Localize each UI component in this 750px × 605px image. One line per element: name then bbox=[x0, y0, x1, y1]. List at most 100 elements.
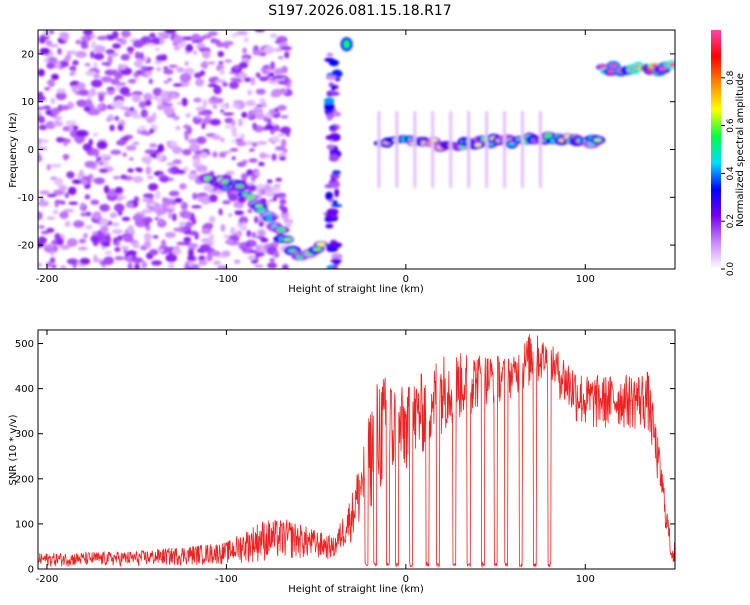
diffuse-noise-blob bbox=[38, 111, 42, 117]
diffuse-noise-blob bbox=[152, 235, 159, 239]
vertical-streak-blob bbox=[326, 208, 339, 216]
snr-xtick-label: -100 bbox=[215, 574, 238, 585]
diffuse-noise-blob bbox=[174, 197, 183, 204]
snr-ytick-label: 100 bbox=[15, 519, 34, 530]
diffuse-noise-blob bbox=[46, 227, 55, 233]
diffuse-noise-blob bbox=[208, 194, 218, 203]
diffuse-noise-blob bbox=[140, 130, 150, 136]
diffuse-noise-blob bbox=[38, 138, 45, 143]
diffuse-noise-blob bbox=[169, 92, 178, 98]
diffuse-noise-blob bbox=[127, 78, 137, 84]
vertical-streak-blob bbox=[331, 253, 343, 260]
colorbar-tick-label: 0.2 bbox=[726, 214, 736, 228]
vertical-streak-blob bbox=[326, 113, 334, 121]
colorbar-gradient bbox=[711, 30, 721, 269]
diffuse-noise-blob bbox=[252, 106, 260, 115]
diffuse-noise-blob bbox=[109, 212, 118, 219]
diffuse-noise-blob bbox=[50, 97, 56, 105]
diffuse-noise-blob bbox=[58, 185, 68, 192]
diffuse-noise-blob bbox=[59, 264, 67, 269]
diffuse-noise-blob bbox=[201, 227, 212, 235]
diffuse-noise-blob bbox=[55, 91, 67, 101]
diffuse-noise-blob bbox=[285, 221, 292, 228]
diffuse-noise-blob bbox=[93, 177, 106, 185]
diffuse-noise-blob bbox=[39, 47, 51, 56]
spectrogram-ytick-label: 20 bbox=[21, 49, 34, 60]
diffuse-noise-blob bbox=[162, 208, 175, 213]
diffuse-noise-blob bbox=[117, 235, 123, 242]
descending-line-core bbox=[282, 238, 293, 242]
diffuse-noise-blob bbox=[39, 196, 44, 203]
diffuse-noise-blob bbox=[184, 61, 189, 66]
diffuse-noise-blob bbox=[252, 122, 257, 131]
diffuse-noise-blob bbox=[248, 110, 255, 118]
diffuse-noise-blob bbox=[63, 208, 75, 213]
diffuse-noise-blob bbox=[161, 239, 166, 249]
diffuse-noise-blob bbox=[107, 114, 115, 122]
diffuse-noise-blob bbox=[38, 262, 43, 268]
diffuse-noise-blob bbox=[228, 81, 240, 90]
diffuse-noise-blob bbox=[223, 150, 232, 154]
diffuse-noise-blob bbox=[184, 132, 189, 141]
diffuse-noise-blob bbox=[115, 85, 120, 91]
diffuse-noise-blob bbox=[108, 69, 119, 74]
diffuse-noise-blob bbox=[231, 132, 239, 138]
diffuse-noise-blob bbox=[38, 142, 43, 147]
diffuse-noise-blob bbox=[168, 177, 174, 182]
diffuse-noise-blob bbox=[143, 92, 153, 102]
diffuse-noise-blob bbox=[145, 99, 152, 107]
diffuse-noise-blob bbox=[116, 99, 124, 107]
diffuse-noise-blob bbox=[269, 257, 275, 263]
diffuse-noise-blob bbox=[127, 51, 134, 55]
diffuse-noise-blob bbox=[202, 34, 212, 39]
diffuse-noise-blob bbox=[176, 67, 185, 73]
diffuse-noise-blob bbox=[207, 31, 219, 37]
diffuse-noise-blob bbox=[93, 254, 98, 263]
diffuse-noise-blob bbox=[38, 36, 46, 44]
diffuse-noise-blob bbox=[231, 156, 236, 161]
diffuse-noise-blob bbox=[131, 257, 144, 263]
diffuse-noise-blob bbox=[166, 162, 178, 166]
diffuse-noise-blob bbox=[169, 141, 178, 148]
diffuse-noise-blob bbox=[92, 211, 102, 220]
diffuse-noise-blob bbox=[263, 185, 272, 192]
diffuse-noise-blob bbox=[241, 111, 248, 118]
diffuse-noise-blob bbox=[197, 111, 208, 116]
diffuse-noise-blob bbox=[100, 76, 113, 83]
diffuse-noise-blob bbox=[201, 122, 206, 130]
diffuse-noise-blob bbox=[38, 236, 47, 245]
diffuse-noise-blob bbox=[200, 61, 209, 69]
vertical-streak-blob bbox=[329, 154, 340, 162]
diffuse-noise-blob bbox=[187, 138, 199, 144]
top-blob-core bbox=[343, 40, 350, 49]
diffuse-noise-blob bbox=[44, 139, 49, 144]
vertical-streak-blob bbox=[330, 258, 342, 264]
diffuse-noise-blob bbox=[158, 218, 164, 225]
diffuse-noise-blob bbox=[164, 231, 177, 238]
diffuse-noise-blob bbox=[265, 124, 275, 131]
diffuse-noise-blob bbox=[219, 109, 225, 114]
diffuse-noise-blob bbox=[277, 80, 289, 85]
diffuse-noise-blob bbox=[39, 190, 50, 195]
diffuse-noise-blob bbox=[230, 226, 236, 236]
diffuse-noise-blob bbox=[98, 93, 105, 102]
diffuse-noise-blob bbox=[114, 246, 121, 253]
diffuse-noise-blob bbox=[163, 103, 174, 107]
diffuse-noise-blob bbox=[46, 193, 57, 198]
diffuse-noise-blob bbox=[132, 175, 144, 183]
diffuse-noise-blob bbox=[208, 233, 215, 242]
diffuse-noise-blob bbox=[138, 100, 147, 109]
diffuse-noise-blob bbox=[255, 88, 266, 95]
diffuse-noise-blob bbox=[256, 187, 261, 196]
diffuse-noise-blob bbox=[188, 260, 194, 268]
diffuse-noise-blob bbox=[258, 76, 269, 82]
snr-series bbox=[38, 334, 675, 569]
snr-ytick-label: 0 bbox=[28, 565, 34, 576]
diffuse-noise-blob bbox=[231, 33, 238, 38]
diffuse-noise-blob bbox=[273, 251, 280, 258]
diffuse-noise-blob bbox=[54, 177, 64, 187]
diffuse-noise-blob bbox=[142, 66, 155, 71]
diffuse-noise-blob bbox=[53, 209, 59, 215]
diffuse-noise-blob bbox=[126, 46, 135, 53]
diffuse-noise-blob bbox=[112, 43, 122, 49]
